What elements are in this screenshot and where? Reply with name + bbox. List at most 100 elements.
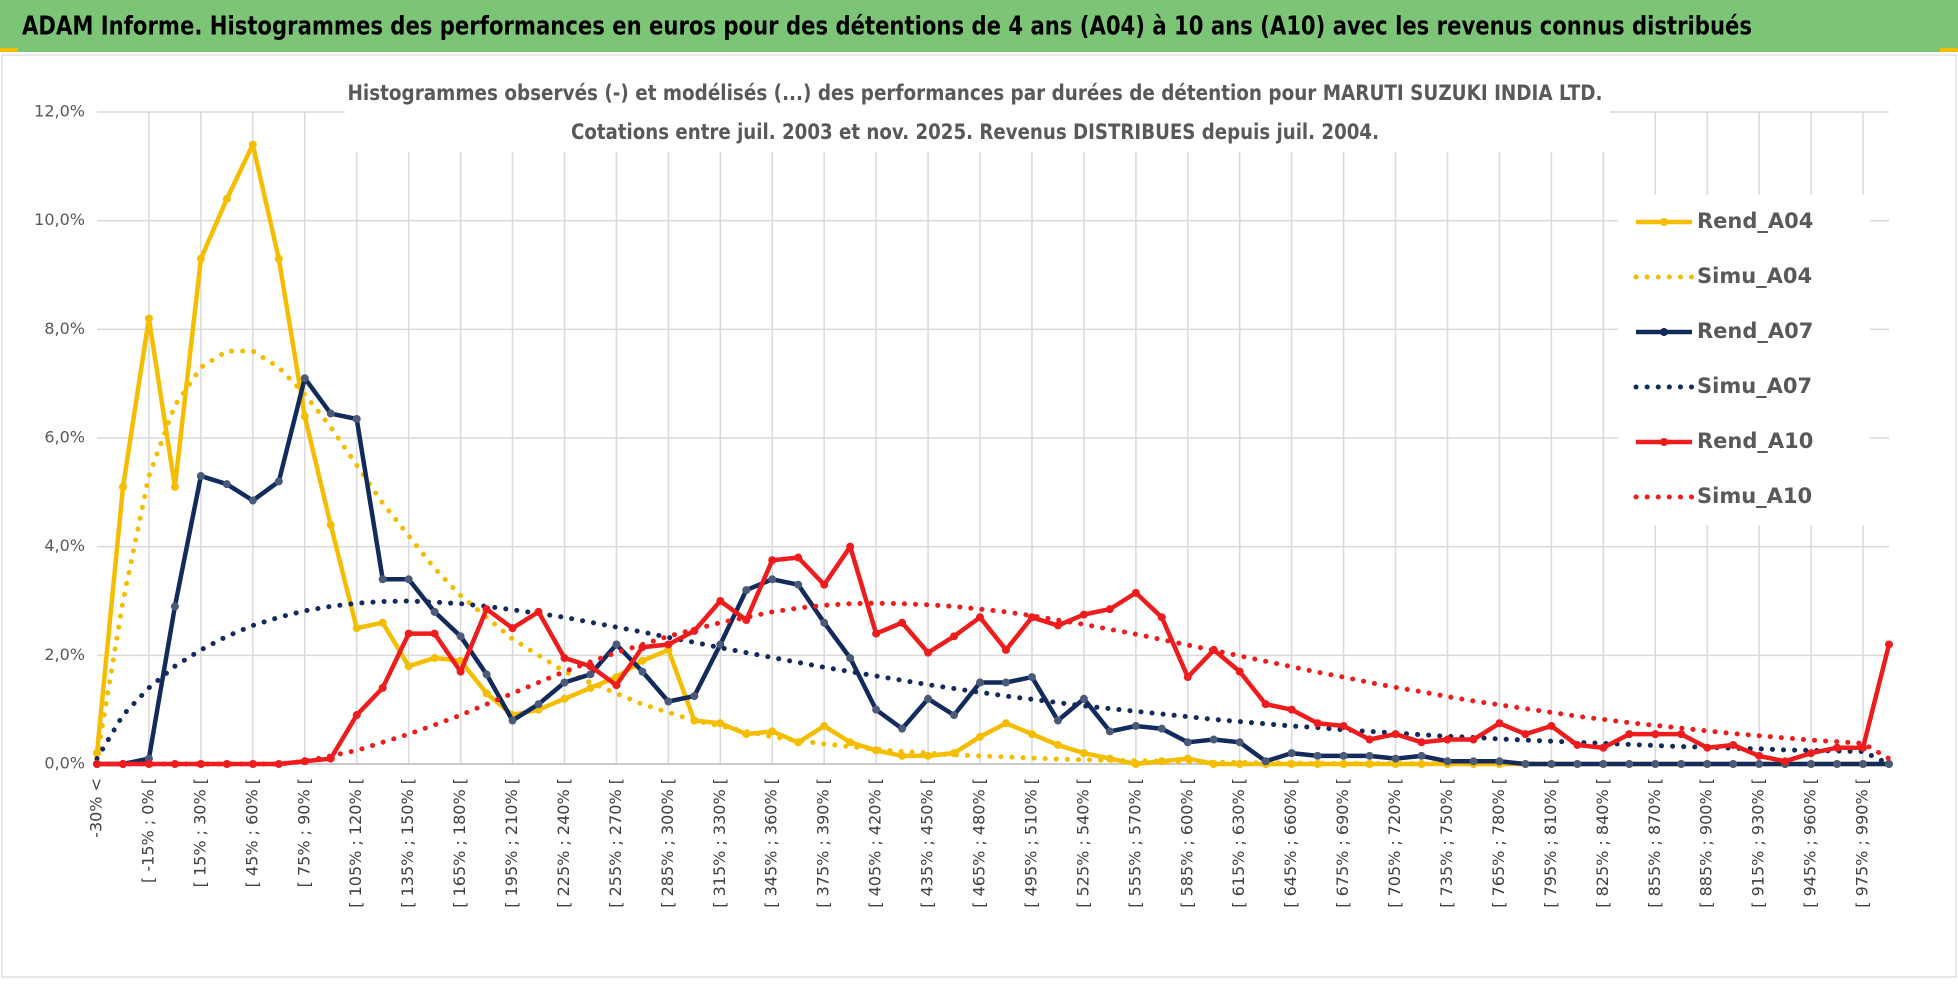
- marker: [118, 482, 127, 491]
- legend-label: Rend_A10: [1697, 429, 1813, 453]
- marker: [716, 597, 725, 605]
- x-tick-label: [ 585% ; 600% [: [1177, 778, 1196, 908]
- header-bar: [0, 0, 1958, 52]
- marker: [1755, 760, 1764, 768]
- marker: [820, 618, 829, 627]
- corner: [1940, 48, 1958, 52]
- marker: [612, 681, 621, 690]
- marker: [482, 670, 491, 679]
- marker: [1105, 727, 1114, 736]
- marker: [872, 629, 881, 638]
- marker: [560, 678, 569, 687]
- marker: [1001, 645, 1010, 654]
- marker: [1235, 667, 1244, 676]
- x-tick-label: [ 405% ; 420% [: [866, 778, 885, 908]
- marker: [1105, 605, 1114, 614]
- marker: [352, 711, 361, 720]
- marker: [716, 640, 725, 649]
- marker: [378, 575, 387, 584]
- marker: [1651, 730, 1660, 739]
- marker: [1027, 613, 1036, 622]
- legend-marker: [1660, 328, 1668, 336]
- marker: [1703, 743, 1712, 752]
- y-tick-label: 10,0%: [34, 210, 85, 229]
- marker: [1755, 751, 1764, 760]
- marker: [274, 254, 283, 263]
- marker: [1833, 760, 1842, 768]
- x-tick-label: [ 705% ; 720% [: [1385, 778, 1404, 908]
- marker: [274, 760, 283, 768]
- marker: [1599, 760, 1608, 768]
- y-tick-label: 8,0%: [44, 319, 85, 338]
- marker: [1287, 705, 1296, 714]
- marker: [1495, 719, 1504, 728]
- marker: [196, 760, 205, 768]
- legend-label: Simu_A07: [1697, 374, 1812, 398]
- marker: [534, 700, 543, 709]
- x-tick-label: [ 615% ; 630% [: [1229, 778, 1248, 908]
- marker: [1469, 735, 1478, 744]
- y-tick-label: 12,0%: [34, 102, 85, 121]
- marker: [690, 692, 699, 701]
- x-tick-label: [ 285% ; 300% [: [658, 778, 677, 908]
- series-line: [97, 544, 1892, 767]
- marker: [1157, 757, 1166, 766]
- x-tick-label: [ 765% ; 780% [: [1489, 778, 1508, 908]
- marker: [846, 542, 855, 551]
- marker: [1183, 738, 1192, 747]
- legend-label: Rend_A04: [1697, 209, 1813, 233]
- marker: [1781, 757, 1790, 766]
- marker: [1651, 760, 1660, 768]
- marker: [248, 140, 257, 149]
- marker: [1365, 751, 1374, 760]
- marker: [1625, 760, 1634, 768]
- marker: [924, 694, 933, 703]
- marker: [1261, 757, 1270, 766]
- marker: [248, 496, 257, 505]
- marker: [1339, 721, 1348, 730]
- marker: [1573, 740, 1582, 749]
- marker: [1391, 730, 1400, 739]
- marker: [794, 580, 803, 589]
- marker: [378, 683, 387, 692]
- marker: [716, 719, 725, 728]
- marker: [1313, 760, 1322, 768]
- marker: [1469, 757, 1478, 766]
- x-tick-label: [ -15% ; 0% [: [138, 778, 157, 883]
- marker: [430, 629, 439, 638]
- marker: [1443, 735, 1452, 744]
- marker: [586, 683, 595, 692]
- marker: [612, 640, 621, 649]
- legend: Rend_A04 Simu_A04 Rend_A07 Simu_A07 Rend_A10…: [1633, 209, 1813, 508]
- legend-background: [1618, 195, 1870, 525]
- marker: [1209, 735, 1218, 744]
- x-tick-label: [ 915% ; 930% [: [1749, 778, 1768, 908]
- marker: [638, 656, 647, 665]
- marker: [820, 721, 829, 730]
- marker: [924, 648, 933, 657]
- marker: [222, 194, 231, 203]
- marker: [976, 678, 985, 687]
- marker: [1027, 730, 1036, 739]
- marker: [1521, 730, 1530, 739]
- x-tick-label: [ 795% ; 810% [: [1541, 778, 1560, 908]
- x-tick-label: [ 225% ; 240% [: [554, 778, 573, 908]
- x-tick-label: [ 255% ; 270% [: [606, 778, 625, 908]
- marker: [1729, 760, 1738, 768]
- marker: [222, 480, 231, 489]
- marker: [1053, 621, 1062, 630]
- marker: [404, 575, 413, 584]
- marker: [768, 727, 777, 736]
- marker: [1053, 740, 1062, 749]
- marker: [1287, 749, 1296, 758]
- marker: [820, 580, 829, 589]
- y-tick-label: 0,0%: [44, 754, 85, 773]
- marker: [768, 556, 777, 565]
- x-tick-label: [ 165% ; 180% [: [450, 778, 469, 908]
- marker: [274, 477, 283, 486]
- legend-label: Rend_A07: [1697, 319, 1813, 343]
- x-tick-label: [ 975% ; 990% [: [1853, 778, 1872, 908]
- marker: [1677, 760, 1686, 768]
- chart-subtitle: Cotations entre juil. 2003 et nov. 2025.…: [571, 120, 1379, 144]
